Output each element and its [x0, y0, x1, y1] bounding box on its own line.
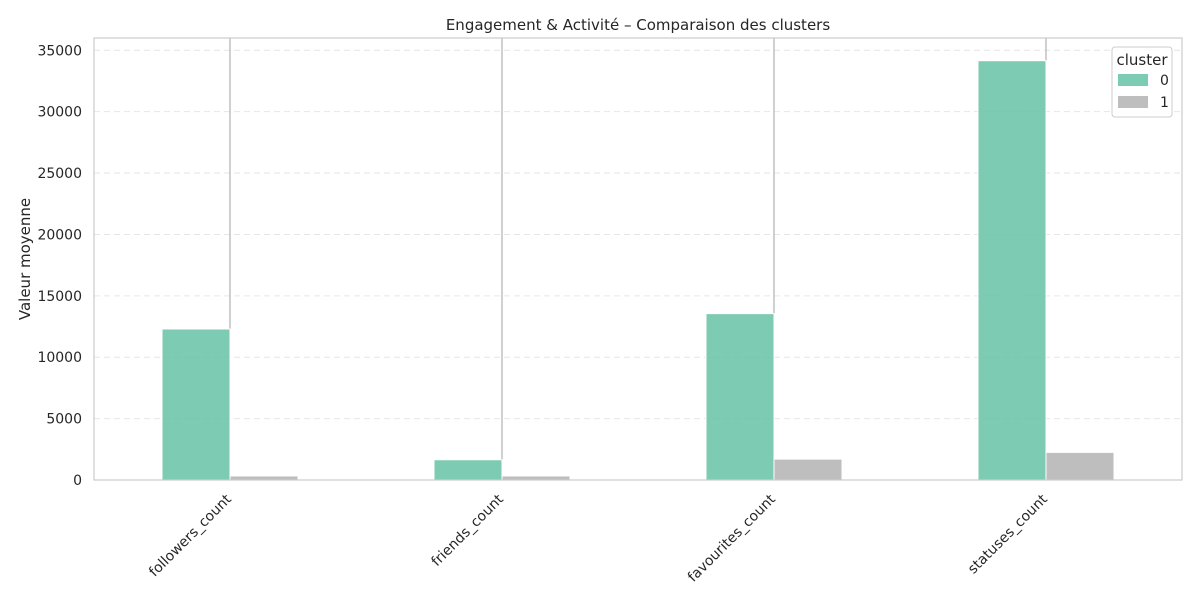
bar-cluster-1-favourites_count [773, 458, 843, 481]
y-tick-label: 15000 [37, 289, 82, 305]
legend: cluster 0 1 [1111, 46, 1173, 118]
legend-swatch-0 [1118, 74, 1148, 86]
chart-title: Engagement & Activité – Comparaison des … [446, 16, 831, 34]
plot-frame [93, 37, 1183, 481]
x-tick-label: friends_count [429, 491, 508, 570]
x-tick-label: followers_count [146, 491, 235, 580]
y-tick-label: 5000 [46, 412, 82, 428]
legend-label: 1 [1160, 95, 1169, 111]
x-tick-label: statuses_count [965, 491, 1051, 577]
y-tick-label: 10000 [37, 350, 82, 366]
bar-cluster-0-friends_count [433, 459, 503, 481]
legend-label: 0 [1160, 73, 1169, 89]
y-axis-label: Valeur moyenne [16, 198, 34, 320]
bar-cluster-1-followers_count [229, 475, 299, 481]
bar-cluster-0-favourites_count [705, 313, 775, 481]
legend-title: cluster [1116, 51, 1168, 69]
bar-cluster-0-followers_count [161, 328, 231, 481]
legend-swatch-1 [1118, 96, 1148, 108]
y-tick-label: 0 [73, 473, 82, 489]
bar-cluster-0-statuses_count [977, 60, 1047, 481]
y-tick-label: 30000 [37, 105, 82, 121]
y-tick-label: 20000 [37, 227, 82, 243]
bar-cluster-1-statuses_count [1045, 451, 1115, 481]
y-axis-ticks: 0 5000 10000 15000 20000 25000 30000 35000 [37, 43, 82, 489]
x-axis-ticks: followers_count friends_count favourites_c… [146, 491, 1051, 585]
bar-cluster-1-friends_count [501, 475, 571, 481]
gridlines [94, 49, 1182, 420]
bars [161, 60, 1115, 481]
error-bars [229, 38, 1047, 460]
y-tick-label: 35000 [37, 43, 82, 59]
y-tick-label: 25000 [37, 166, 82, 182]
x-tick-label: favourites_count [685, 491, 779, 585]
